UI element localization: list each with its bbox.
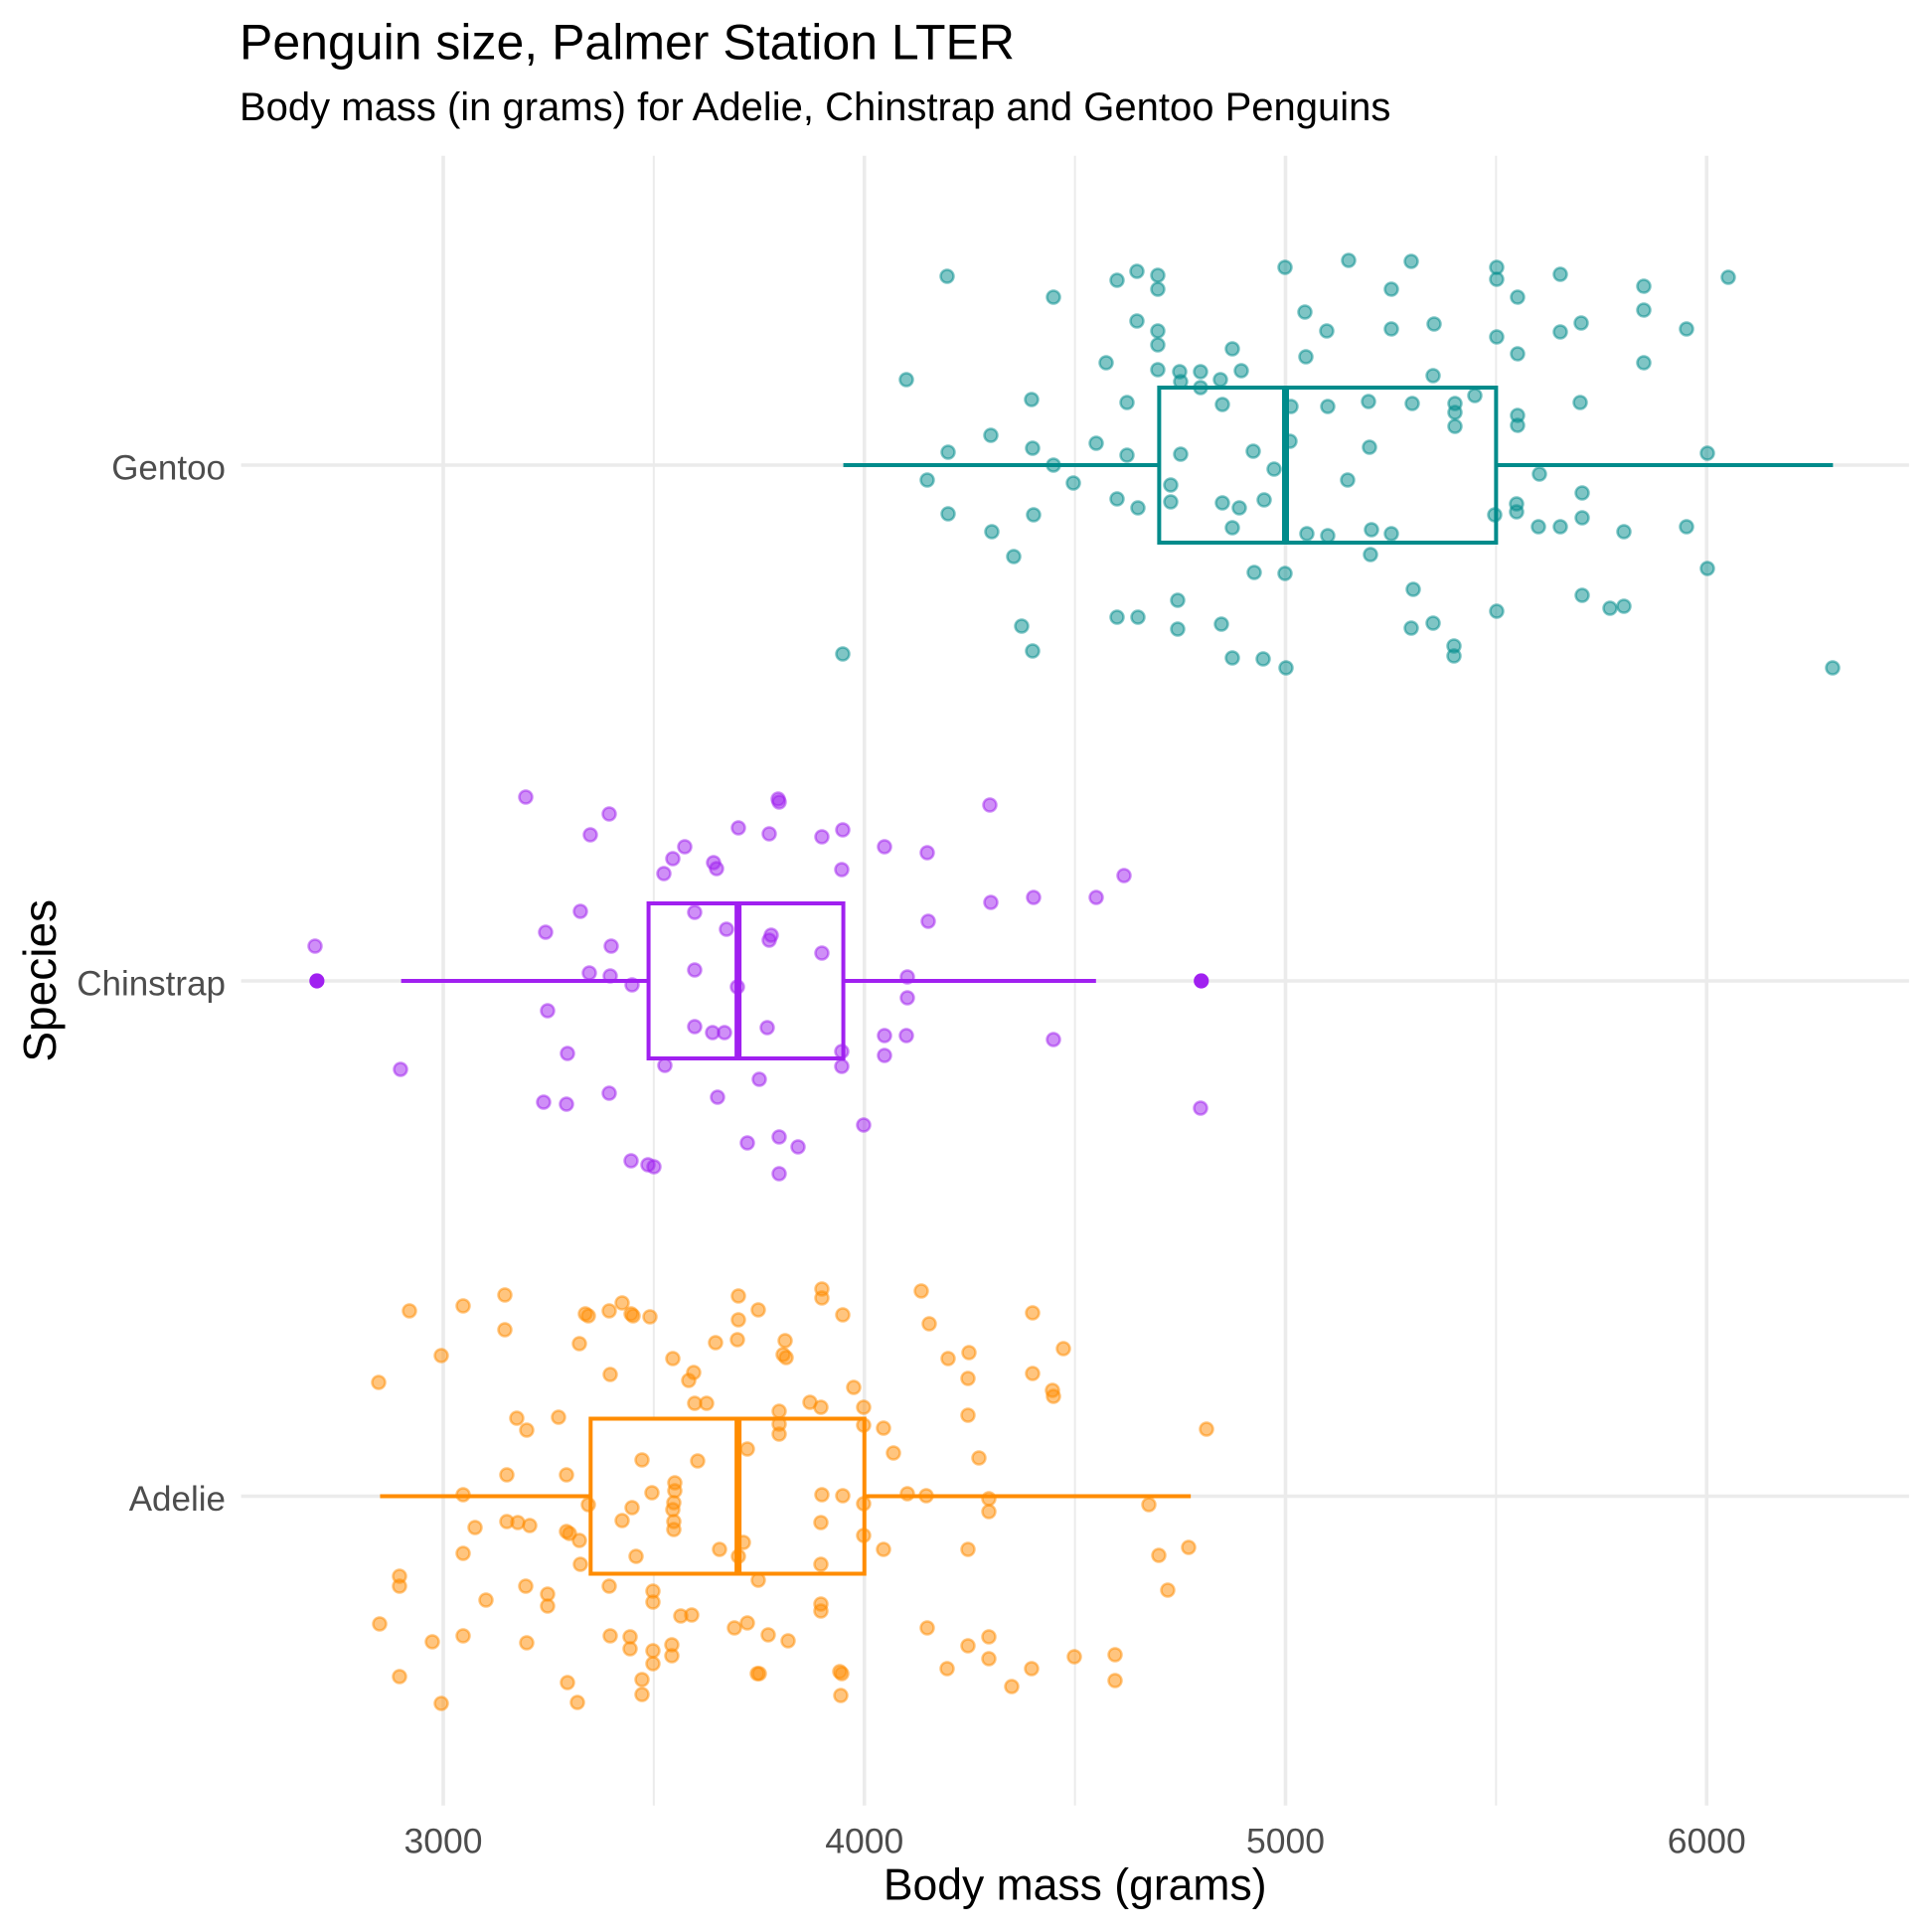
svg-text:5000: 5000 bbox=[1246, 1821, 1325, 1860]
svg-text:Species: Species bbox=[14, 899, 66, 1062]
svg-text:Gentoo: Gentoo bbox=[111, 449, 226, 488]
svg-text:6000: 6000 bbox=[1668, 1821, 1746, 1860]
svg-text:Penguin size, Palmer Station L: Penguin size, Palmer Station LTER bbox=[240, 15, 1015, 71]
svg-text:Adelie: Adelie bbox=[129, 1480, 226, 1519]
svg-text:3000: 3000 bbox=[404, 1821, 483, 1860]
svg-text:Chinstrap: Chinstrap bbox=[77, 965, 226, 1004]
svg-text:4000: 4000 bbox=[825, 1821, 903, 1860]
svg-text:Body mass (grams): Body mass (grams) bbox=[884, 1861, 1267, 1910]
svg-text:Body mass (in grams) for Adeli: Body mass (in grams) for Adelie, Chinstr… bbox=[240, 85, 1390, 129]
